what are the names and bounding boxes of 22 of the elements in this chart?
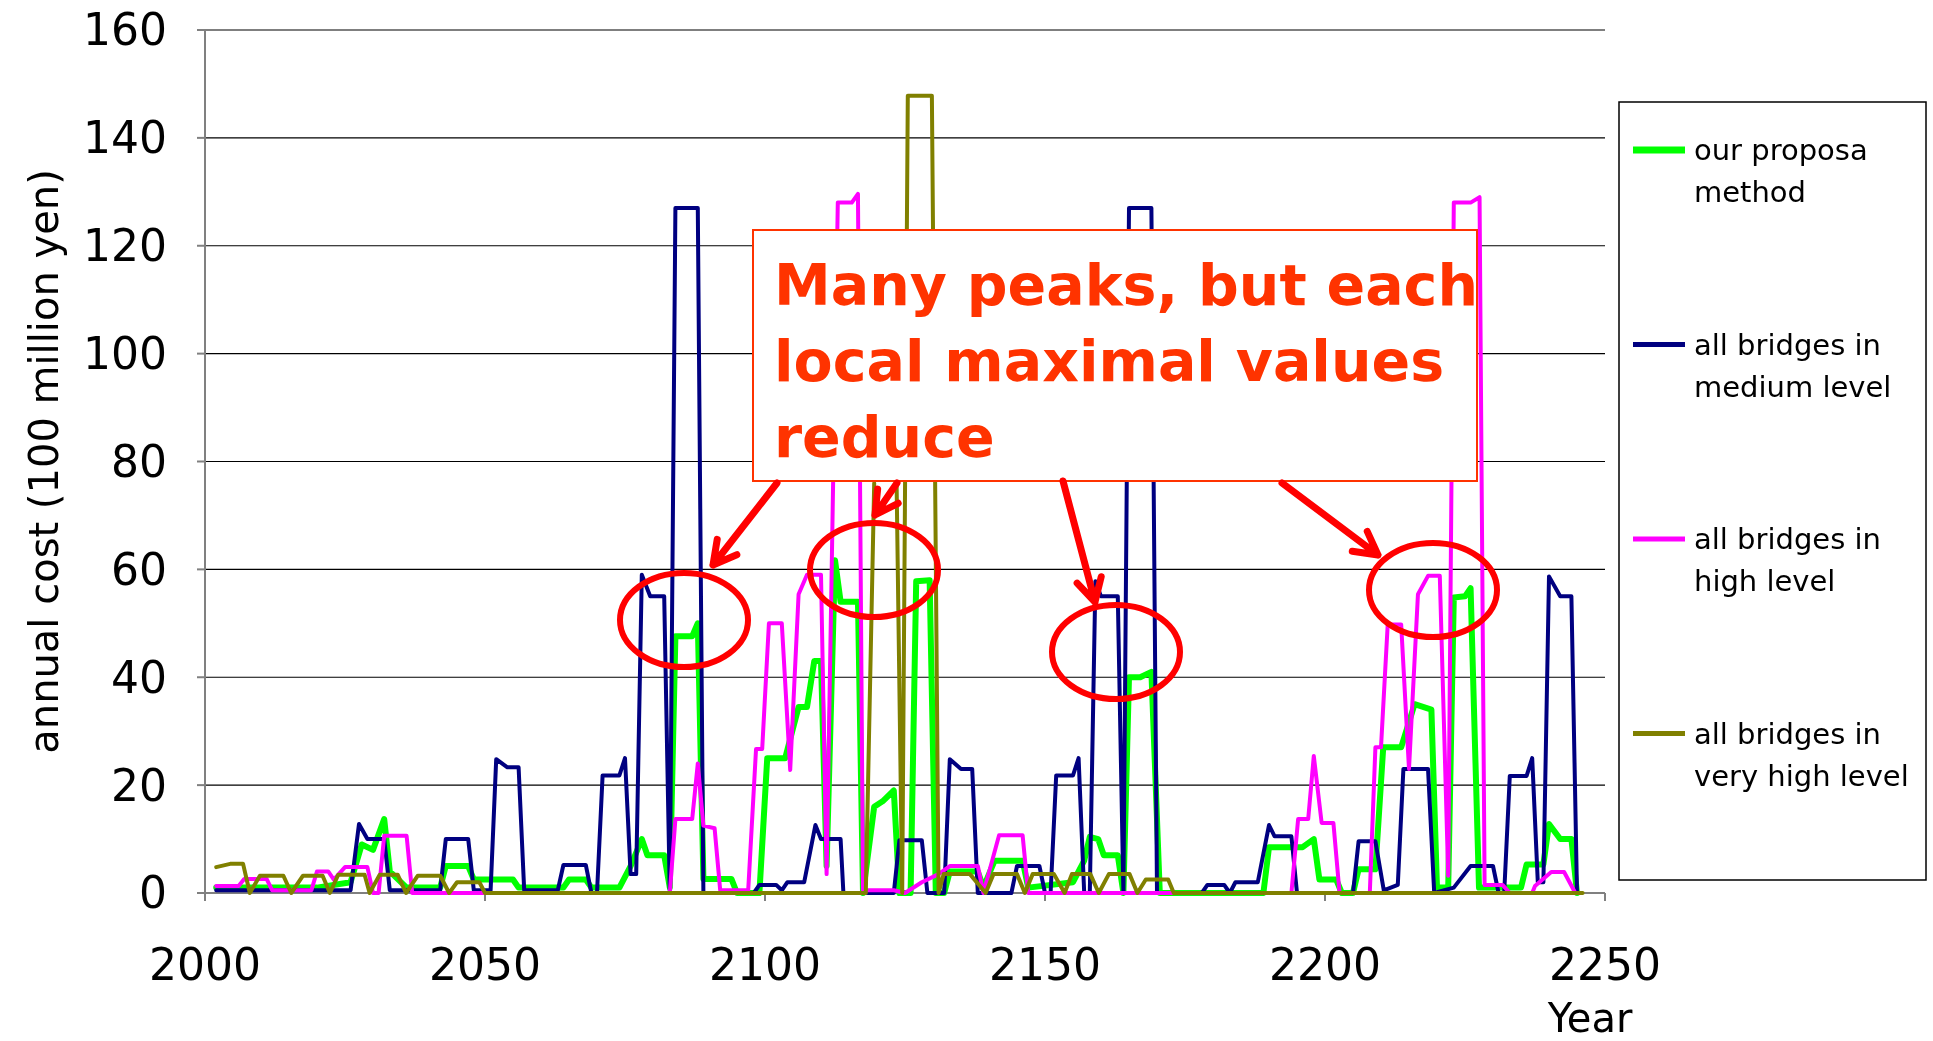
x-tick-label: 2200 (1269, 939, 1381, 990)
y-tick-label: 80 (111, 435, 167, 487)
legend-label: our proposa method (1694, 133, 1868, 209)
y-tick-label: 140 (83, 112, 167, 164)
y-axis-title: annual cost (100 million yen) (21, 169, 67, 754)
y-tick-label: 120 (83, 220, 167, 272)
y-tick-label: 100 (83, 328, 167, 380)
y-tick-label: 60 (111, 543, 167, 595)
x-tick-label: 2000 (149, 939, 261, 990)
legend-label: all bridges in very high level (1694, 716, 1909, 793)
annotation: Many peaks, but each local maximal values reduce (774, 252, 1478, 470)
y-tick-label: 160 (83, 4, 167, 56)
x-tick-label: 2150 (989, 939, 1101, 990)
legend-label: all bridges in medium level (1694, 327, 1892, 404)
legend-label: all bridges in high level (1694, 522, 1881, 598)
x-tick-label: 2250 (1549, 939, 1661, 990)
y-tick-label: 0 (139, 867, 167, 919)
x-tick-label: 2050 (429, 939, 541, 990)
x-axis-title: Year (1546, 995, 1633, 1041)
y-tick-label: 40 (111, 651, 167, 703)
x-tick-label: 2100 (709, 939, 821, 990)
y-tick-label: 20 (111, 759, 167, 811)
